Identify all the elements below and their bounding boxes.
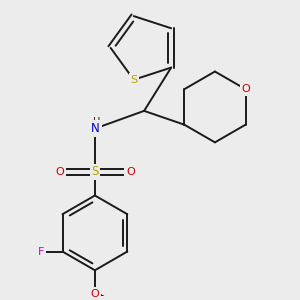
Text: S: S [91, 165, 99, 178]
Text: F: F [38, 247, 44, 256]
Text: H: H [93, 117, 100, 127]
Text: O: O [91, 289, 99, 299]
Text: O: O [55, 167, 64, 177]
Text: N: N [91, 122, 99, 135]
Text: O: O [241, 84, 250, 94]
Text: O: O [126, 167, 135, 177]
Text: S: S [130, 75, 137, 85]
